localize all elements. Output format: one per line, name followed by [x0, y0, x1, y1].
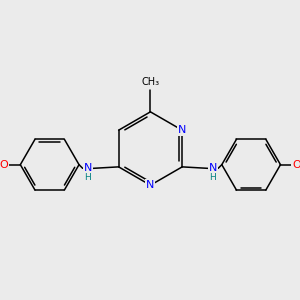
Text: N: N	[146, 180, 154, 190]
Text: CH₃: CH₃	[141, 77, 160, 87]
Text: O: O	[0, 160, 9, 170]
Text: O: O	[292, 160, 300, 170]
Text: H: H	[210, 173, 216, 182]
Text: N: N	[178, 125, 186, 135]
Text: N: N	[84, 163, 92, 173]
Text: N: N	[209, 163, 217, 173]
Text: H: H	[85, 173, 91, 182]
